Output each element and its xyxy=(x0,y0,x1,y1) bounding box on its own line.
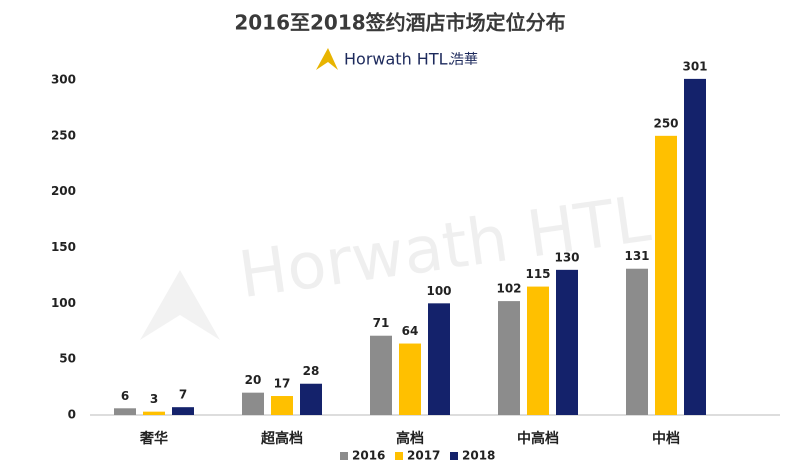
x-tick-label: 中高档 xyxy=(517,430,559,447)
bar xyxy=(143,411,165,415)
data-label: 7 xyxy=(179,388,187,402)
bar xyxy=(684,78,706,415)
bar xyxy=(626,268,648,415)
bar xyxy=(271,396,293,415)
data-label: 100 xyxy=(426,284,451,298)
x-tick-label: 高档 xyxy=(396,430,424,447)
bar xyxy=(242,392,264,415)
x-tick-label: 超高档 xyxy=(260,430,303,447)
y-tick-label: 300 xyxy=(51,73,76,87)
watermark-icon xyxy=(140,270,220,340)
bar xyxy=(114,408,136,415)
bar xyxy=(498,301,520,415)
bar xyxy=(527,286,549,415)
logo-icon xyxy=(316,48,338,70)
legend-swatch xyxy=(340,452,348,460)
legend-label: 2016 xyxy=(352,449,385,463)
data-label: 250 xyxy=(653,116,678,130)
x-tick-label: 中档 xyxy=(652,430,680,447)
legend-swatch xyxy=(395,452,403,460)
data-label: 115 xyxy=(525,267,550,281)
legend-label: 2018 xyxy=(462,449,495,463)
bar xyxy=(172,407,194,415)
y-tick-label: 100 xyxy=(51,296,76,310)
y-tick-label: 50 xyxy=(59,352,76,366)
data-label: 102 xyxy=(496,282,521,296)
bar xyxy=(370,335,392,415)
data-label: 301 xyxy=(682,59,707,73)
data-label: 71 xyxy=(373,316,390,330)
data-label: 6 xyxy=(121,389,129,403)
bar xyxy=(556,269,578,415)
y-tick-label: 150 xyxy=(51,240,76,254)
x-tick-label: 奢华 xyxy=(139,430,168,447)
y-tick-label: 200 xyxy=(51,184,76,198)
data-label: 130 xyxy=(554,250,579,264)
legend-swatch xyxy=(450,452,458,460)
data-label: 17 xyxy=(274,377,291,391)
bar xyxy=(300,383,322,415)
logo-text: Horwath HTL. xyxy=(344,50,453,69)
legend-label: 2017 xyxy=(407,449,440,463)
data-label: 131 xyxy=(624,249,649,263)
logo-cn: 浩華 xyxy=(450,52,478,68)
data-label: 28 xyxy=(303,364,320,378)
data-label: 64 xyxy=(402,324,419,338)
bar xyxy=(655,135,677,416)
bar xyxy=(428,303,450,415)
chart-title: 2016至2018签约酒店市场定位分布 xyxy=(234,11,565,35)
y-tick-label: 0 xyxy=(68,408,76,422)
data-label: 3 xyxy=(150,392,158,406)
bar xyxy=(399,343,421,415)
y-tick-label: 250 xyxy=(51,128,76,142)
data-label: 20 xyxy=(245,373,262,387)
